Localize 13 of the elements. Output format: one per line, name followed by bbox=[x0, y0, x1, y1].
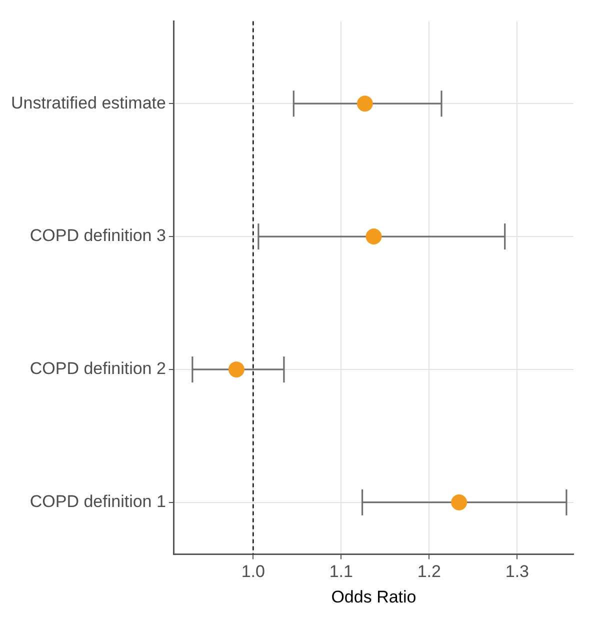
y-tick-label: COPD definition 1 bbox=[30, 492, 166, 512]
x-tick-label: 1.1 bbox=[329, 562, 353, 582]
y-tick-label: COPD definition 3 bbox=[30, 226, 166, 246]
y-tick-label: Unstratified estimate bbox=[11, 93, 166, 112]
x-tick-label: 1.3 bbox=[505, 562, 529, 582]
x-axis-title: Odds Ratio bbox=[331, 587, 416, 606]
y-tick-label: COPD definition 2 bbox=[30, 359, 166, 378]
point bbox=[228, 361, 244, 378]
point bbox=[451, 494, 468, 510]
point bbox=[366, 228, 382, 245]
x-tick-label: 1.2 bbox=[417, 562, 441, 582]
point bbox=[356, 96, 373, 112]
x-tick-label: 1.0 bbox=[241, 562, 265, 582]
